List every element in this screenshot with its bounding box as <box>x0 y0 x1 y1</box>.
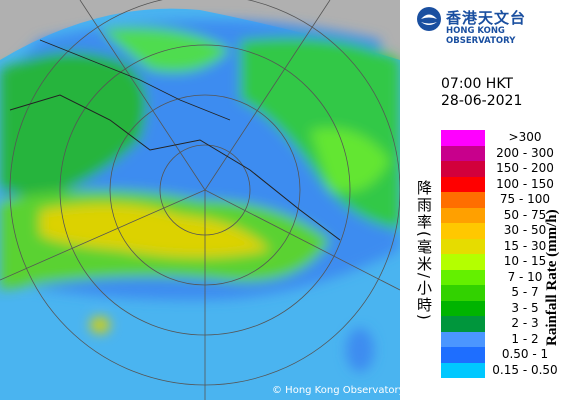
legend-label: 7 - 10 <box>507 269 543 284</box>
legend-swatch <box>441 300 485 316</box>
legend-label: 200 - 300 <box>496 145 554 160</box>
legend-swatch <box>441 254 485 270</box>
legend-swatch <box>441 316 485 332</box>
legend-label: 100 - 150 <box>496 176 554 191</box>
legend-swatch <box>441 285 485 301</box>
legend-swatch <box>441 192 485 208</box>
legend-swatch <box>441 238 485 254</box>
legend-swatch <box>441 331 485 347</box>
legend-label: 2 - 3 <box>511 316 539 330</box>
copyright: © Hong Kong Observatory <box>272 385 405 396</box>
legend-label: 150 - 200 <box>496 161 554 175</box>
logo-icon <box>417 7 441 31</box>
legend-swatch <box>441 223 485 239</box>
legend-swatch <box>441 362 485 378</box>
legend-swatch <box>441 130 485 146</box>
radar-map <box>0 0 400 400</box>
legend-swatch <box>441 145 485 161</box>
logo-chinese: 香港天文台 <box>446 9 527 27</box>
logo-english: HONG KONG OBSERVATORY <box>446 26 516 46</box>
legend-swatch <box>441 161 485 177</box>
legend-label: 30 - 50 <box>503 223 547 237</box>
legend-label: 5 - 7 <box>511 285 539 299</box>
legend-label: 1 - 2 <box>511 331 539 346</box>
legend-label: 75 - 100 <box>499 192 551 206</box>
legend-label: 0.50 - 1 <box>501 347 549 361</box>
legend-swatch <box>441 176 485 192</box>
legend-label: 10 - 15 <box>503 254 547 268</box>
legend-label: >300 <box>508 130 542 144</box>
date: 28-06-2021 <box>441 93 523 109</box>
legend-swatch <box>441 347 485 363</box>
legend-label: 15 - 30 <box>503 238 547 253</box>
legend-label: 0.15 - 0.50 <box>492 362 558 377</box>
legend-label: 3 - 5 <box>511 300 539 315</box>
legend-swatch <box>441 207 485 223</box>
legend-title-chinese: 降雨率(毫米/小時) <box>415 180 433 322</box>
time: 07:00 HKT <box>441 76 513 92</box>
legend-label: 50 - 75 <box>503 207 547 222</box>
legend-swatch <box>441 269 485 285</box>
